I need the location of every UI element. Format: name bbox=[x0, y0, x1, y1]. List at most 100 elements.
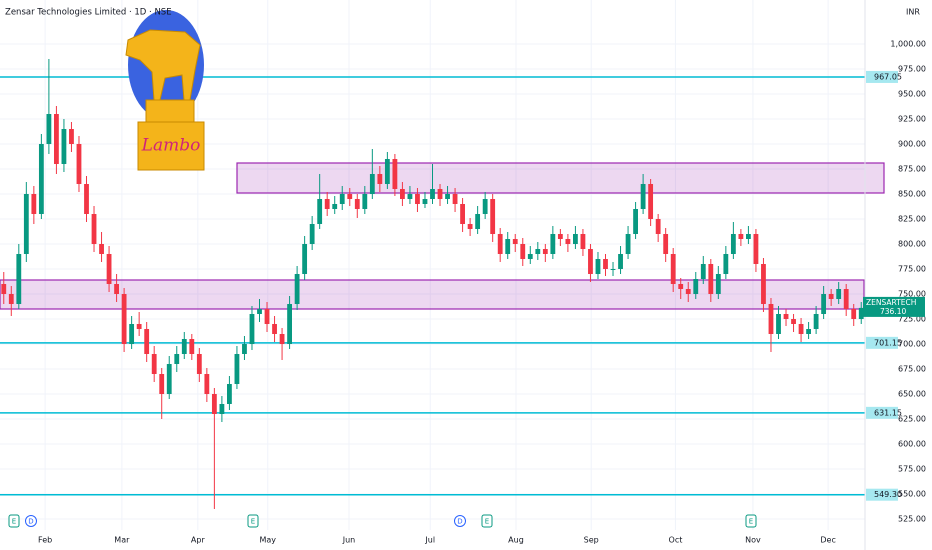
level-tag bbox=[866, 70, 898, 83]
x-tick-label: Nov bbox=[745, 536, 761, 545]
y-tick-label: 725.00 bbox=[898, 315, 926, 324]
candle-body bbox=[189, 339, 195, 354]
event-marker bbox=[454, 515, 466, 527]
logo-pedestal bbox=[145, 99, 195, 123]
event-label: E bbox=[749, 518, 753, 526]
candle-body bbox=[648, 184, 654, 219]
candle-body bbox=[715, 274, 721, 294]
y-tick-label: 575.00 bbox=[898, 465, 926, 474]
candle-body bbox=[354, 199, 360, 209]
candle-body bbox=[813, 314, 819, 329]
y-tick-label: 975.00 bbox=[898, 65, 926, 74]
candle-body bbox=[640, 184, 646, 209]
candle-body bbox=[38, 144, 44, 214]
candle-body bbox=[407, 194, 413, 199]
x-tick-label: Apr bbox=[191, 536, 206, 545]
candle-body bbox=[317, 199, 323, 224]
candle-body bbox=[505, 239, 511, 254]
candle-body bbox=[219, 404, 225, 414]
candle-body bbox=[527, 254, 533, 259]
logo-bull bbox=[125, 29, 201, 101]
candle-body bbox=[91, 214, 97, 244]
candle-body bbox=[227, 384, 232, 404]
candle-body bbox=[746, 234, 751, 239]
candle-body bbox=[535, 249, 541, 254]
logo-text: Lambo bbox=[141, 136, 201, 156]
candle-body bbox=[557, 234, 563, 239]
candle-body bbox=[670, 254, 676, 284]
price-axis: 1,000.00 975.00 950.00 925.00 900.00 875.00 85… bbox=[38, 0, 926, 550]
candle-body bbox=[761, 264, 766, 304]
y-tick-label: 525.00 bbox=[898, 515, 926, 524]
zone bbox=[236, 162, 885, 194]
candle-body bbox=[542, 249, 548, 254]
candle-body bbox=[196, 354, 202, 374]
candle-body bbox=[264, 309, 270, 324]
x-tick-label: Mar bbox=[114, 536, 130, 545]
candle-body bbox=[798, 324, 804, 334]
currency: INR bbox=[906, 8, 920, 17]
candle-body bbox=[573, 234, 578, 244]
candles bbox=[1, 59, 864, 509]
y-tick-label: 600.00 bbox=[898, 440, 926, 449]
candle-body bbox=[174, 354, 180, 364]
zones bbox=[0, 162, 885, 310]
chart-title: Zensar Technologies Limited · 1D · NSE bbox=[5, 8, 172, 18]
candle-body bbox=[8, 294, 14, 304]
x-tick-label: Jun bbox=[342, 536, 356, 545]
candle-body bbox=[279, 334, 285, 344]
candle-body bbox=[708, 264, 714, 294]
candle-body bbox=[54, 114, 59, 164]
candle-body bbox=[430, 189, 435, 199]
candle-body bbox=[768, 304, 774, 334]
candle-body bbox=[512, 239, 518, 244]
event-label: E bbox=[251, 518, 255, 526]
candle-body bbox=[806, 329, 811, 334]
candle-body bbox=[858, 307, 864, 319]
y-tick-label: 750.00 bbox=[898, 290, 926, 299]
y-tick-label: 675.00 bbox=[898, 365, 926, 374]
candle-body bbox=[272, 324, 277, 334]
y-tick-label: 875.00 bbox=[898, 165, 926, 174]
event-marker bbox=[25, 515, 37, 527]
candle-body bbox=[655, 219, 661, 234]
candle-body bbox=[31, 194, 37, 214]
candle-body bbox=[588, 249, 593, 274]
candle-body bbox=[121, 294, 127, 344]
candle-body bbox=[347, 194, 353, 199]
candle-body bbox=[467, 224, 473, 229]
candle-body bbox=[843, 289, 849, 309]
x-tick-label: Oct bbox=[669, 536, 683, 545]
x-tick-label: Sep bbox=[584, 536, 599, 545]
candle-body bbox=[678, 284, 684, 289]
candle-body bbox=[166, 364, 172, 394]
event-label: E bbox=[485, 518, 489, 526]
x-tick-label: Dec bbox=[820, 536, 835, 545]
candle-body bbox=[821, 294, 827, 314]
candle-body bbox=[828, 294, 834, 299]
candle-body bbox=[159, 374, 165, 394]
event-label: E bbox=[12, 518, 16, 526]
candle-body bbox=[287, 304, 292, 344]
y-tick-label: 800.00 bbox=[898, 240, 926, 249]
candle-body bbox=[618, 254, 623, 269]
level-label: 967.05 bbox=[874, 72, 902, 81]
logo-base bbox=[137, 121, 205, 171]
candle-body bbox=[23, 194, 29, 254]
candle-body bbox=[249, 314, 255, 344]
y-tick-label: 700.00 bbox=[898, 340, 926, 349]
candle-body bbox=[445, 194, 450, 199]
candle-body bbox=[309, 224, 315, 244]
level-label: 549.30 bbox=[874, 490, 902, 499]
event-marker bbox=[247, 514, 259, 528]
candle-body bbox=[294, 274, 300, 304]
y-tick-label: 625.00 bbox=[898, 415, 926, 424]
y-tick-label: 775.00 bbox=[898, 265, 926, 274]
logo: Lambo bbox=[125, 10, 205, 171]
candle-body bbox=[415, 194, 420, 204]
candle-body bbox=[625, 234, 631, 254]
last-price-label: 736.10 bbox=[880, 307, 906, 316]
candle-body bbox=[302, 244, 308, 274]
y-tick-label: 1,000.00 bbox=[890, 40, 926, 49]
